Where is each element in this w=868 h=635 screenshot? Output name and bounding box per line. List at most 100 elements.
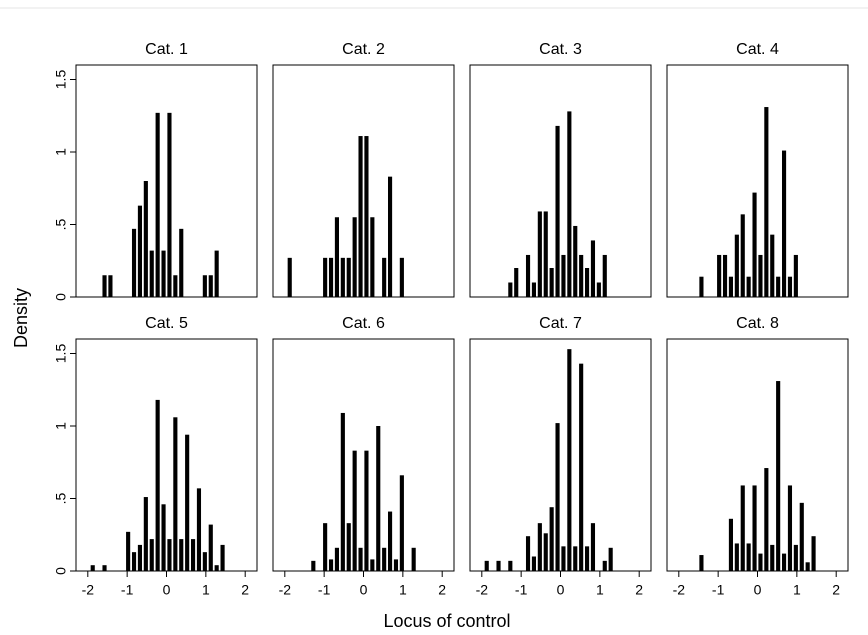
x-tick-label: 1 [596,582,604,598]
x-tick-label: 2 [241,582,249,598]
bar [579,254,584,297]
bar [555,423,560,571]
bar [787,276,793,297]
bar [137,544,143,571]
bar [131,228,137,297]
x-tick-label: 0 [163,582,171,598]
bar [793,544,798,571]
bar [393,559,399,571]
bar [382,547,387,571]
bar [137,205,143,297]
x-tick-label: 0 [557,582,565,598]
x-tick-label: 0 [360,582,368,598]
y-axis-label: Density [11,288,31,348]
bar [567,349,572,571]
bar [602,560,607,571]
x-tick-label: -1 [515,582,528,598]
bar [525,254,531,297]
panel-title: Cat. 4 [736,41,779,58]
bar [549,268,554,297]
bar [167,539,172,571]
bar [90,565,95,571]
bar [131,552,137,571]
bar [346,257,351,297]
bar [590,240,596,297]
bar [382,257,387,297]
bar [561,254,566,297]
bar [746,543,751,571]
bar [311,560,316,571]
bar [179,539,184,571]
bar [699,276,704,297]
panel-title: Cat. 5 [145,315,188,332]
bar [364,136,369,297]
bar [584,268,590,297]
panel-title: Cat. 7 [539,315,582,332]
bar [543,211,548,297]
bar [323,257,328,297]
bar [334,217,340,297]
bar [549,507,554,571]
bar [323,523,328,571]
x-tick-label: 1 [793,582,801,598]
panel-title: Cat. 8 [736,315,779,332]
panel-frame [75,64,258,298]
panel-frame [469,64,652,298]
panel-title: Cat. 1 [145,41,188,58]
y-tick-label: .5 [53,218,69,230]
bar [155,399,160,571]
bar [531,556,537,571]
bar [208,524,213,571]
bar [370,559,375,571]
bar [346,523,351,571]
bar [746,276,751,297]
bar [399,257,404,297]
bar [143,497,148,571]
x-tick-label: 0 [754,582,762,598]
y-tick-label: 0 [53,293,69,301]
bar [717,254,722,297]
x-axis-label: Locus of control [383,611,510,631]
bar [387,511,393,571]
bar [214,250,219,297]
bar [358,136,363,297]
bar [602,254,607,297]
panel-frame [272,64,455,298]
y-tick-label: .5 [53,492,69,504]
bar [161,504,166,571]
bar [108,275,113,297]
bar [358,547,363,571]
x-tick-label: -2 [673,582,686,598]
bar [185,434,190,571]
bar [596,282,601,297]
panel-title: Cat. 3 [539,41,582,58]
x-tick-label: -1 [318,582,331,598]
x-tick-label: -2 [82,582,95,598]
bar [508,560,513,571]
bar [776,381,781,571]
bar [573,225,578,297]
bar [102,565,107,571]
x-tick-label: -2 [476,582,489,598]
bar [202,275,207,297]
bar [555,125,560,298]
bar [352,450,357,571]
bar [776,276,781,297]
bar [155,112,160,297]
bar [537,211,542,297]
bar [387,176,393,297]
bar [525,536,531,571]
bar [376,426,381,571]
bar [722,254,728,297]
x-tick-label: 1 [399,582,407,598]
x-tick-label: -1 [712,582,725,598]
bar [287,257,292,297]
bar [543,533,548,571]
bar [214,565,219,571]
bar [352,217,357,297]
bar [167,112,172,297]
bar [149,250,154,297]
bar [752,192,757,297]
bar [590,523,596,571]
